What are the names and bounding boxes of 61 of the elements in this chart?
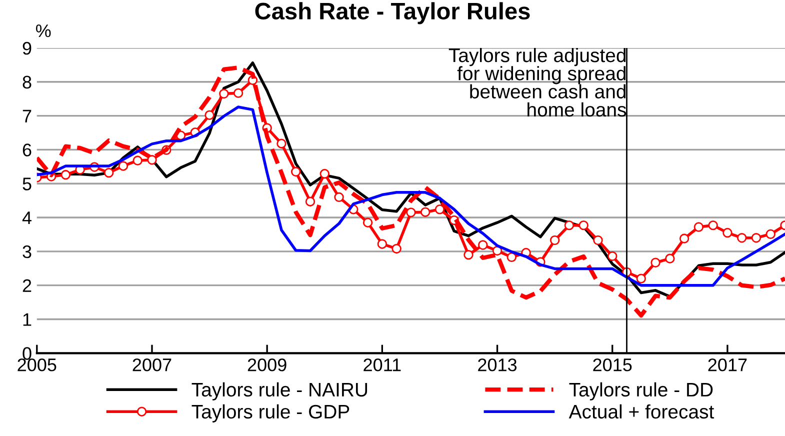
point: [694, 222, 704, 232]
y-tick-label: 6: [22, 144, 32, 156]
point: [420, 207, 430, 217]
point: [593, 235, 603, 246]
y-tick-label: 1: [23, 313, 32, 326]
point: [392, 244, 402, 254]
point: [636, 274, 646, 284]
point: [334, 192, 344, 202]
y-tick-label: 2: [22, 279, 32, 292]
point: [679, 234, 690, 244]
x-tick-label: 2013: [478, 358, 517, 372]
point: [736, 233, 747, 243]
point: [320, 168, 330, 179]
point: [305, 196, 316, 206]
point: [132, 156, 142, 166]
point: [708, 220, 718, 230]
x-tick-label: 2005: [18, 358, 56, 372]
point: [406, 208, 416, 218]
y-tick-label: 7: [22, 110, 32, 122]
point: [276, 138, 286, 148]
legend-label: Taylors rule - NAIRU: [192, 382, 368, 400]
point: [290, 166, 301, 177]
point: [219, 88, 229, 99]
y-tick-label: 4: [22, 212, 32, 224]
point: [147, 155, 157, 165]
point: [751, 233, 762, 243]
point: [665, 254, 675, 264]
point: [377, 239, 388, 249]
point: [506, 252, 517, 262]
point: [204, 110, 214, 120]
point: [564, 220, 574, 230]
point: [464, 250, 474, 260]
point: [766, 229, 776, 239]
point: [722, 228, 732, 238]
y-axis-title: %: [36, 24, 51, 38]
point: [362, 218, 373, 228]
y-tick-label: 0: [22, 347, 32, 360]
point: [608, 251, 618, 262]
y-tick-label: 5: [22, 178, 32, 190]
x-tick-label: 2009: [248, 358, 286, 372]
point: [233, 88, 244, 98]
legend-label: Taylors rule - GDP: [192, 404, 350, 422]
annotation: Taylors rule adjusted for widening spread between cash and home loans: [448, 48, 626, 117]
y-tick-label: 3: [22, 245, 32, 258]
x-tick-label: 2015: [593, 358, 632, 372]
point: [60, 170, 71, 180]
point: [578, 220, 588, 230]
point: [550, 235, 560, 246]
x-tick-label: 2011: [364, 358, 401, 372]
x-tick-label: 2017: [708, 358, 747, 372]
point: [478, 240, 488, 250]
legend-label: Taylors rule - DD: [569, 382, 713, 400]
x-tick-label: 2007: [132, 358, 172, 372]
legend-label: Actual + forecast: [568, 404, 714, 419]
point: [104, 168, 114, 178]
point: [118, 161, 128, 171]
point: [650, 258, 660, 268]
y-tick-label: 9: [22, 42, 32, 55]
point: [434, 204, 445, 214]
y-tick-label: 8: [22, 76, 32, 89]
chart-title: Cash Rate - Taylor Rules: [255, 2, 530, 24]
